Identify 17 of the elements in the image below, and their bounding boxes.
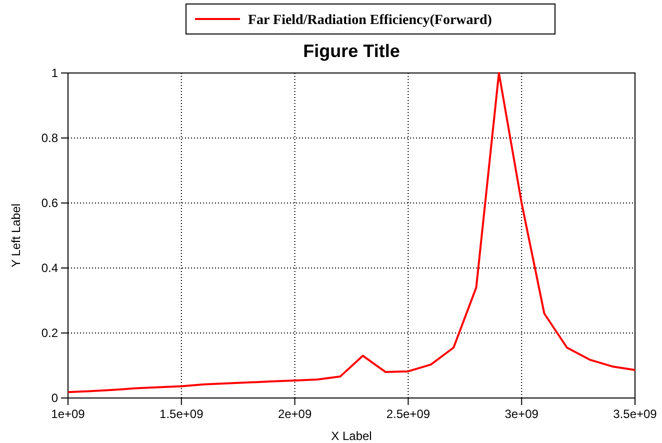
x-tick-label: 2e+09 [278, 407, 312, 421]
x-tick-label: 3e+09 [504, 407, 539, 421]
x-tick-label: 2.5e+09 [386, 407, 430, 421]
x-tick-label: 1.5e+09 [160, 407, 204, 421]
y-tick-label: 1 [51, 66, 58, 80]
legend-label: Far Field/Radiation Efficiency(Forward) [248, 13, 492, 28]
y-axis-title: Y Left Label [9, 204, 23, 268]
y-tick-label: 0.8 [41, 131, 58, 145]
y-tick-label: 0.6 [41, 196, 58, 210]
y-tick-label: 0.2 [41, 326, 58, 340]
line-series [67, 72, 636, 394]
x-tick-label: 3.5e+09 [613, 407, 658, 421]
y-tick-label: 0.4 [41, 261, 58, 275]
chart-title: Figure Title [303, 41, 400, 61]
y-tick-label: 0 [51, 391, 58, 405]
x-tick-label: 1e+09 [51, 407, 86, 421]
x-axis-title: X Label [331, 429, 372, 443]
